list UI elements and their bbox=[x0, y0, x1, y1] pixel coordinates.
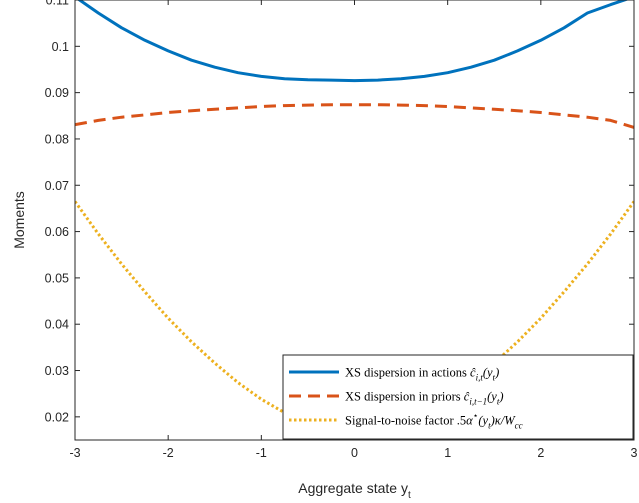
y-tick-label: 0.07 bbox=[45, 179, 69, 193]
series-layer bbox=[75, 0, 634, 436]
y-tick-label: 0.05 bbox=[45, 271, 69, 285]
y-tick-label: 0.11 bbox=[46, 0, 69, 8]
y-tick-label: 0.03 bbox=[45, 364, 69, 378]
legend-box bbox=[282, 354, 634, 440]
legend: XS dispersion in actions ĉi,t(yt) XS disp… bbox=[282, 354, 634, 440]
x-tick-label: 0 bbox=[351, 446, 358, 460]
x-axis-label: Aggregate state yt bbox=[298, 480, 411, 501]
x-tick-label: -3 bbox=[69, 446, 80, 460]
y-tick-label: 0.1 bbox=[52, 40, 69, 54]
x-tick-label: -1 bbox=[256, 446, 267, 460]
series-line-1 bbox=[76, 0, 630, 83]
y-tick-label: 0.04 bbox=[45, 318, 69, 332]
x-tick-label: 3 bbox=[631, 446, 638, 460]
y-tick-label: 0.06 bbox=[45, 225, 69, 239]
y-tick-label: 0.08 bbox=[45, 132, 69, 146]
legend-label-3: Signal-to-noise factor .5α⋆(yt)κ/Wcc bbox=[345, 411, 523, 431]
x-tick-label: -2 bbox=[163, 446, 174, 460]
x-axis-label-subscript: t bbox=[408, 490, 411, 501]
y-tick-label: 0.09 bbox=[45, 86, 69, 100]
y-axis-label: Moments bbox=[11, 191, 27, 249]
x-tick-label: 2 bbox=[537, 446, 544, 460]
legend-label-1: XS dispersion in actions ĉi,t(yt) bbox=[345, 366, 499, 383]
x-axis-label-main: Aggregate state y bbox=[298, 480, 408, 496]
x-tick-label: 1 bbox=[444, 446, 451, 460]
series-line-2 bbox=[75, 103, 634, 129]
y-tick-label: 0.02 bbox=[45, 410, 69, 424]
legend-label-2: XS dispersion in priors ĉi,t−1(yt) bbox=[345, 390, 504, 407]
